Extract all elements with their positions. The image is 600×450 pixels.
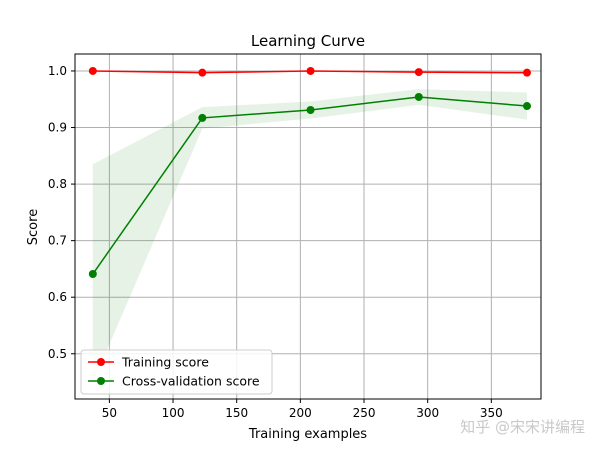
x-tick-label: 100 <box>162 406 185 420</box>
x-tick-label: 350 <box>480 406 503 420</box>
point-cv <box>88 270 97 279</box>
plot-frame <box>74 53 542 400</box>
point-cv <box>198 113 207 122</box>
y-axis-label: Score <box>26 209 41 245</box>
point-cv <box>414 92 423 101</box>
series-points <box>88 66 531 279</box>
y-tick-label: 0.8 <box>48 177 67 191</box>
legend-label-cv: Cross-validation score <box>122 374 260 389</box>
axis-ticks: 50 100 150 200 250 300 350 0.5 0.6 0.7 0.8 0.9 1.0 <box>48 64 503 420</box>
x-tick-label: 200 <box>289 406 312 420</box>
legend-marker-cv <box>97 377 105 385</box>
chart-title: Learning Curve <box>251 32 365 50</box>
point-training <box>522 68 531 77</box>
watermark-text: 知乎 @宋宋讲编程 <box>460 418 585 436</box>
y-tick-label: 0.5 <box>48 347 67 361</box>
x-axis-label: Training examples <box>248 427 367 442</box>
point-cv <box>522 102 531 111</box>
point-training <box>88 66 97 75</box>
legend-label-training: Training score <box>121 355 209 370</box>
x-tick-label: 300 <box>416 406 439 420</box>
point-training <box>306 66 315 75</box>
y-tick-label: 1.0 <box>48 64 67 78</box>
y-tick-label: 0.6 <box>48 290 67 304</box>
point-training <box>198 68 207 77</box>
confidence-bands <box>92 70 527 383</box>
x-tick-label: 150 <box>225 406 248 420</box>
y-tick-label: 0.9 <box>48 121 67 135</box>
legend: Training score Cross-validation score <box>80 349 273 395</box>
y-tick-label: 0.7 <box>48 234 67 248</box>
legend-marker-training <box>97 358 105 366</box>
x-tick-label: 50 <box>102 406 117 420</box>
point-training <box>414 68 423 77</box>
band-cv <box>92 89 527 383</box>
point-cv <box>306 105 315 114</box>
legend-box <box>80 349 273 395</box>
x-tick-label: 250 <box>353 406 376 420</box>
